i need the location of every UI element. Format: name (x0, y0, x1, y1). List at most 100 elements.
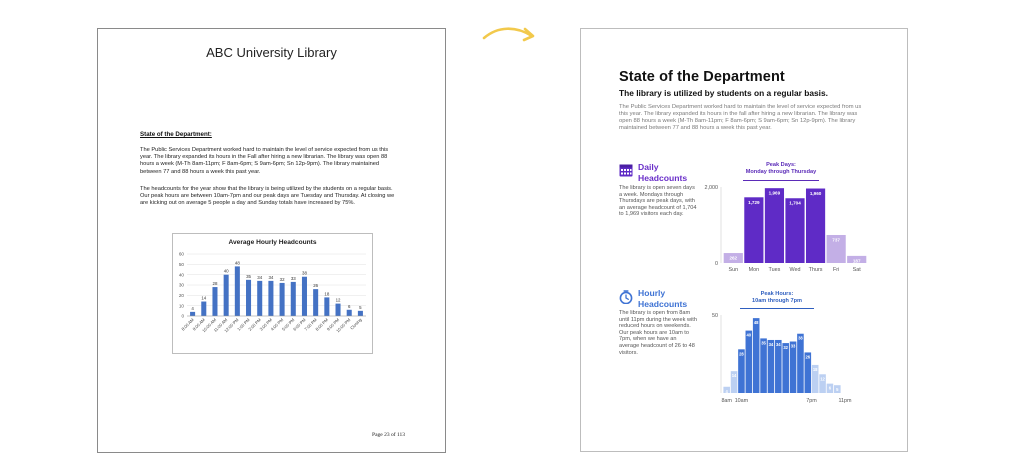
bar (246, 279, 252, 316)
y-tick-label: 50 (712, 313, 718, 319)
bar (797, 333, 804, 393)
bar (826, 234, 846, 263)
clock-icon (619, 290, 633, 304)
hourly-title-line2: Headcounts (638, 299, 688, 309)
bar (782, 343, 789, 393)
data-label: 187 (853, 258, 861, 263)
bar (804, 352, 812, 393)
data-label: 12 (820, 376, 825, 381)
data-label: 28 (739, 351, 744, 356)
page-subtitle: The library is utilized by students on a… (619, 88, 828, 98)
x-tick-label: Wed (790, 267, 801, 273)
bar (723, 386, 730, 393)
x-tick-label: Sun (728, 267, 738, 273)
bar (744, 197, 764, 263)
bar (723, 253, 743, 263)
y-tick-label: 2,000 (705, 185, 719, 191)
data-label: 38 (798, 336, 803, 341)
data-label: 35 (761, 340, 766, 345)
paragraph-services: The Public Services Department worked ha… (140, 147, 389, 175)
peak-days-line2: Monday through Thursday (745, 169, 817, 176)
bar (760, 338, 767, 393)
y-tick-label: 10 (179, 303, 185, 308)
data-label: 28 (213, 281, 218, 286)
page-title: State of the Department (619, 69, 785, 85)
bar (847, 255, 867, 263)
bar (752, 318, 760, 393)
y-tick-label: 60 (179, 252, 185, 257)
peak-hours-line2: 10am through 7pm (751, 298, 803, 305)
data-label: 5 (359, 305, 362, 310)
bar (785, 198, 805, 263)
intro-paragraph: The Public Services Department worked ha… (619, 104, 862, 131)
data-label: 1,729 (748, 200, 760, 205)
hourly-headcount-chart-original: Average Hourly Headcounts 0 10 20 30 40 50 60 4… (172, 233, 373, 354)
data-label: 12 (336, 298, 341, 303)
data-label: 34 (769, 342, 774, 347)
x-tick-label: Tues (769, 267, 781, 273)
data-label: 262 (729, 256, 737, 261)
bar (324, 297, 330, 316)
calendar-icon (619, 164, 633, 177)
data-label: 33 (791, 344, 796, 349)
bar (279, 282, 285, 316)
x-tick-label: 8am (721, 398, 732, 404)
bar (834, 385, 841, 393)
y-tick-label: 40 (179, 272, 185, 277)
data-label: 33 (291, 276, 296, 281)
page-number: Page 23 of 113 (372, 432, 405, 438)
bar (730, 371, 738, 393)
data-label: 1,960 (810, 191, 822, 196)
x-tick-label: Thurs (809, 267, 823, 273)
bar (764, 188, 785, 263)
bar (268, 280, 274, 316)
data-label: 34 (776, 342, 781, 347)
data-label: 18 (813, 367, 818, 372)
bar (826, 383, 834, 393)
daily-headcounts-title: Daily Headcounts (638, 162, 687, 184)
data-label: 32 (280, 277, 285, 282)
x-tick-label: Fri (833, 267, 839, 273)
bar (234, 266, 240, 316)
y-tick-label: 0 (181, 314, 184, 319)
bar (805, 188, 826, 263)
data-label: 1,969 (769, 191, 781, 196)
peak-hours-underline (740, 308, 814, 309)
peak-days-label: Peak Days: Monday through Thursday (741, 162, 821, 176)
section-heading: State of the Department: (140, 131, 212, 138)
data-label: 5 (836, 387, 839, 392)
x-tick-label: 10am (735, 398, 749, 404)
original-report-page: ABC University Library State of the Depa… (97, 28, 446, 453)
data-label: 6 (829, 386, 832, 391)
bar (201, 301, 207, 316)
data-label: 4 (191, 306, 194, 311)
y-tick-label: 30 (179, 283, 185, 288)
data-label: 34 (268, 275, 273, 280)
daily-title-line2: Headcounts (638, 173, 688, 183)
peak-days-line1: Peak Days: (766, 162, 796, 168)
bar (346, 309, 352, 316)
hourly-headcounts-title: Hourly Headcounts (638, 288, 687, 310)
bar (819, 374, 826, 393)
data-label: 48 (754, 320, 759, 325)
bar (290, 281, 296, 316)
data-label: 6 (348, 304, 351, 309)
data-label: 40 (746, 333, 751, 338)
bar (767, 339, 775, 393)
bar (335, 303, 341, 316)
chart-title: Average Hourly Headcounts (228, 239, 316, 246)
data-label: 34 (257, 275, 262, 280)
x-tick-label: Mon (749, 267, 760, 273)
bar (745, 330, 753, 393)
data-label: 32 (783, 345, 788, 350)
data-label: 26 (313, 283, 318, 288)
peak-hours-line1: Peak Hours: (760, 291, 794, 297)
data-label: 38 (302, 271, 307, 276)
bar (190, 311, 196, 316)
paragraph-headcounts: The headcounts for the year show that th… (140, 186, 395, 207)
data-label: 737 (832, 237, 840, 242)
bar (223, 274, 229, 316)
peak-days-underline (743, 180, 819, 181)
bar (257, 280, 263, 316)
